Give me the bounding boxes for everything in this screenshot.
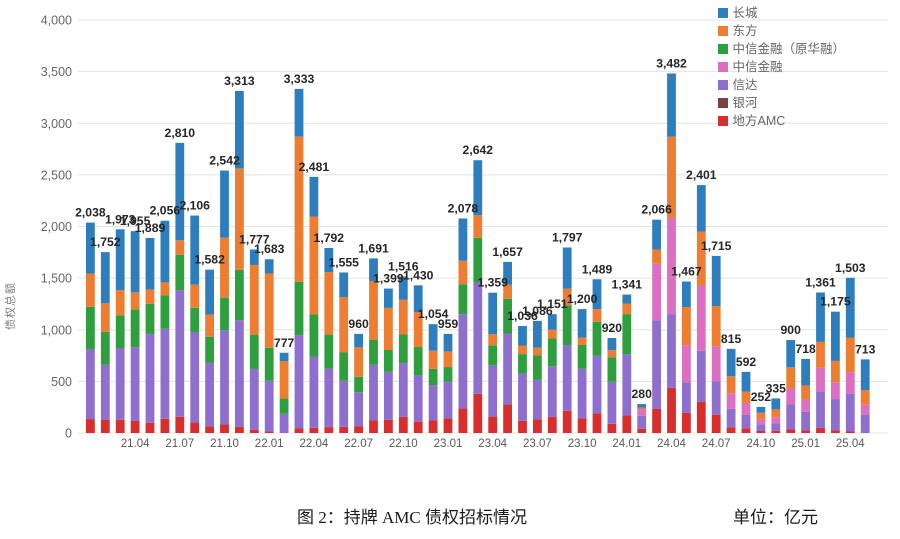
svg-text:2,106: 2,106	[179, 199, 210, 213]
svg-text:2,642: 2,642	[463, 143, 494, 157]
svg-text:2,056: 2,056	[150, 204, 181, 218]
svg-text:2,038: 2,038	[75, 206, 106, 220]
svg-text:335: 335	[766, 381, 787, 395]
svg-text:0: 0	[65, 427, 72, 441]
svg-text:23.04: 23.04	[478, 438, 507, 450]
svg-text:1,691: 1,691	[358, 241, 389, 255]
svg-text:21.04: 21.04	[121, 438, 150, 450]
svg-text:2,481: 2,481	[299, 160, 330, 174]
svg-text:22.07: 22.07	[344, 438, 373, 450]
svg-text:23.10: 23.10	[568, 438, 597, 450]
svg-text:24.07: 24.07	[702, 438, 731, 450]
svg-text:2,500: 2,500	[41, 168, 72, 182]
svg-text:713: 713	[855, 342, 876, 356]
svg-text:22.04: 22.04	[300, 438, 329, 450]
svg-text:24.01: 24.01	[612, 438, 641, 450]
svg-text:1,399: 1,399	[373, 272, 404, 286]
svg-text:22.10: 22.10	[389, 438, 418, 450]
svg-text:3,482: 3,482	[656, 56, 687, 70]
svg-text:815: 815	[721, 332, 742, 346]
svg-text:2,066: 2,066	[641, 203, 672, 217]
svg-text:24.04: 24.04	[657, 438, 686, 450]
svg-text:4,000: 4,000	[41, 14, 72, 28]
svg-text:24.10: 24.10	[747, 438, 776, 450]
svg-text:718: 718	[795, 342, 816, 356]
svg-text:592: 592	[736, 355, 757, 369]
svg-text:1,582: 1,582	[194, 253, 225, 267]
svg-text:1,361: 1,361	[805, 275, 836, 289]
svg-text:959: 959	[438, 317, 459, 331]
svg-text:1,792: 1,792	[314, 231, 345, 245]
svg-text:1,359: 1,359	[477, 276, 508, 290]
svg-text:280: 280	[632, 387, 653, 401]
svg-text:500: 500	[51, 375, 72, 389]
svg-text:2,810: 2,810	[165, 126, 196, 140]
svg-text:900: 900	[781, 323, 802, 337]
svg-text:1,715: 1,715	[701, 239, 732, 253]
svg-text:1,657: 1,657	[492, 245, 523, 259]
svg-text:23.01: 23.01	[434, 438, 463, 450]
svg-text:1,151: 1,151	[537, 297, 568, 311]
svg-text:1,500: 1,500	[41, 272, 72, 286]
svg-text:1,467: 1,467	[671, 265, 702, 279]
svg-text:1,341: 1,341	[612, 278, 643, 292]
svg-text:22.01: 22.01	[255, 438, 284, 450]
svg-text:1,555: 1,555	[328, 255, 359, 269]
svg-text:2,078: 2,078	[448, 201, 479, 215]
svg-text:1,889: 1,889	[135, 221, 166, 235]
svg-text:21.10: 21.10	[210, 438, 239, 450]
svg-text:1,797: 1,797	[552, 230, 583, 244]
svg-text:3,313: 3,313	[224, 74, 255, 88]
svg-text:1,175: 1,175	[820, 295, 851, 309]
svg-text:2,401: 2,401	[686, 168, 717, 182]
svg-text:25.01: 25.01	[791, 438, 820, 450]
svg-text:1,000: 1,000	[41, 323, 72, 337]
svg-text:1,503: 1,503	[835, 261, 866, 275]
svg-text:1,489: 1,489	[582, 262, 613, 276]
svg-text:2,000: 2,000	[41, 220, 72, 234]
svg-text:777: 777	[274, 336, 295, 350]
svg-text:1,683: 1,683	[254, 242, 285, 256]
svg-text:1,200: 1,200	[567, 292, 598, 306]
svg-text:920: 920	[602, 321, 623, 335]
svg-text:3,000: 3,000	[41, 117, 72, 131]
svg-text:25.04: 25.04	[836, 438, 865, 450]
svg-text:1,430: 1,430	[403, 268, 434, 282]
svg-text:21.07: 21.07	[165, 438, 194, 450]
svg-text:3,333: 3,333	[284, 72, 315, 86]
svg-text:3,500: 3,500	[41, 65, 72, 79]
svg-text:2,542: 2,542	[209, 154, 240, 168]
svg-text:23.07: 23.07	[523, 438, 552, 450]
svg-text:1,752: 1,752	[90, 235, 121, 249]
svg-text:960: 960	[348, 317, 369, 331]
